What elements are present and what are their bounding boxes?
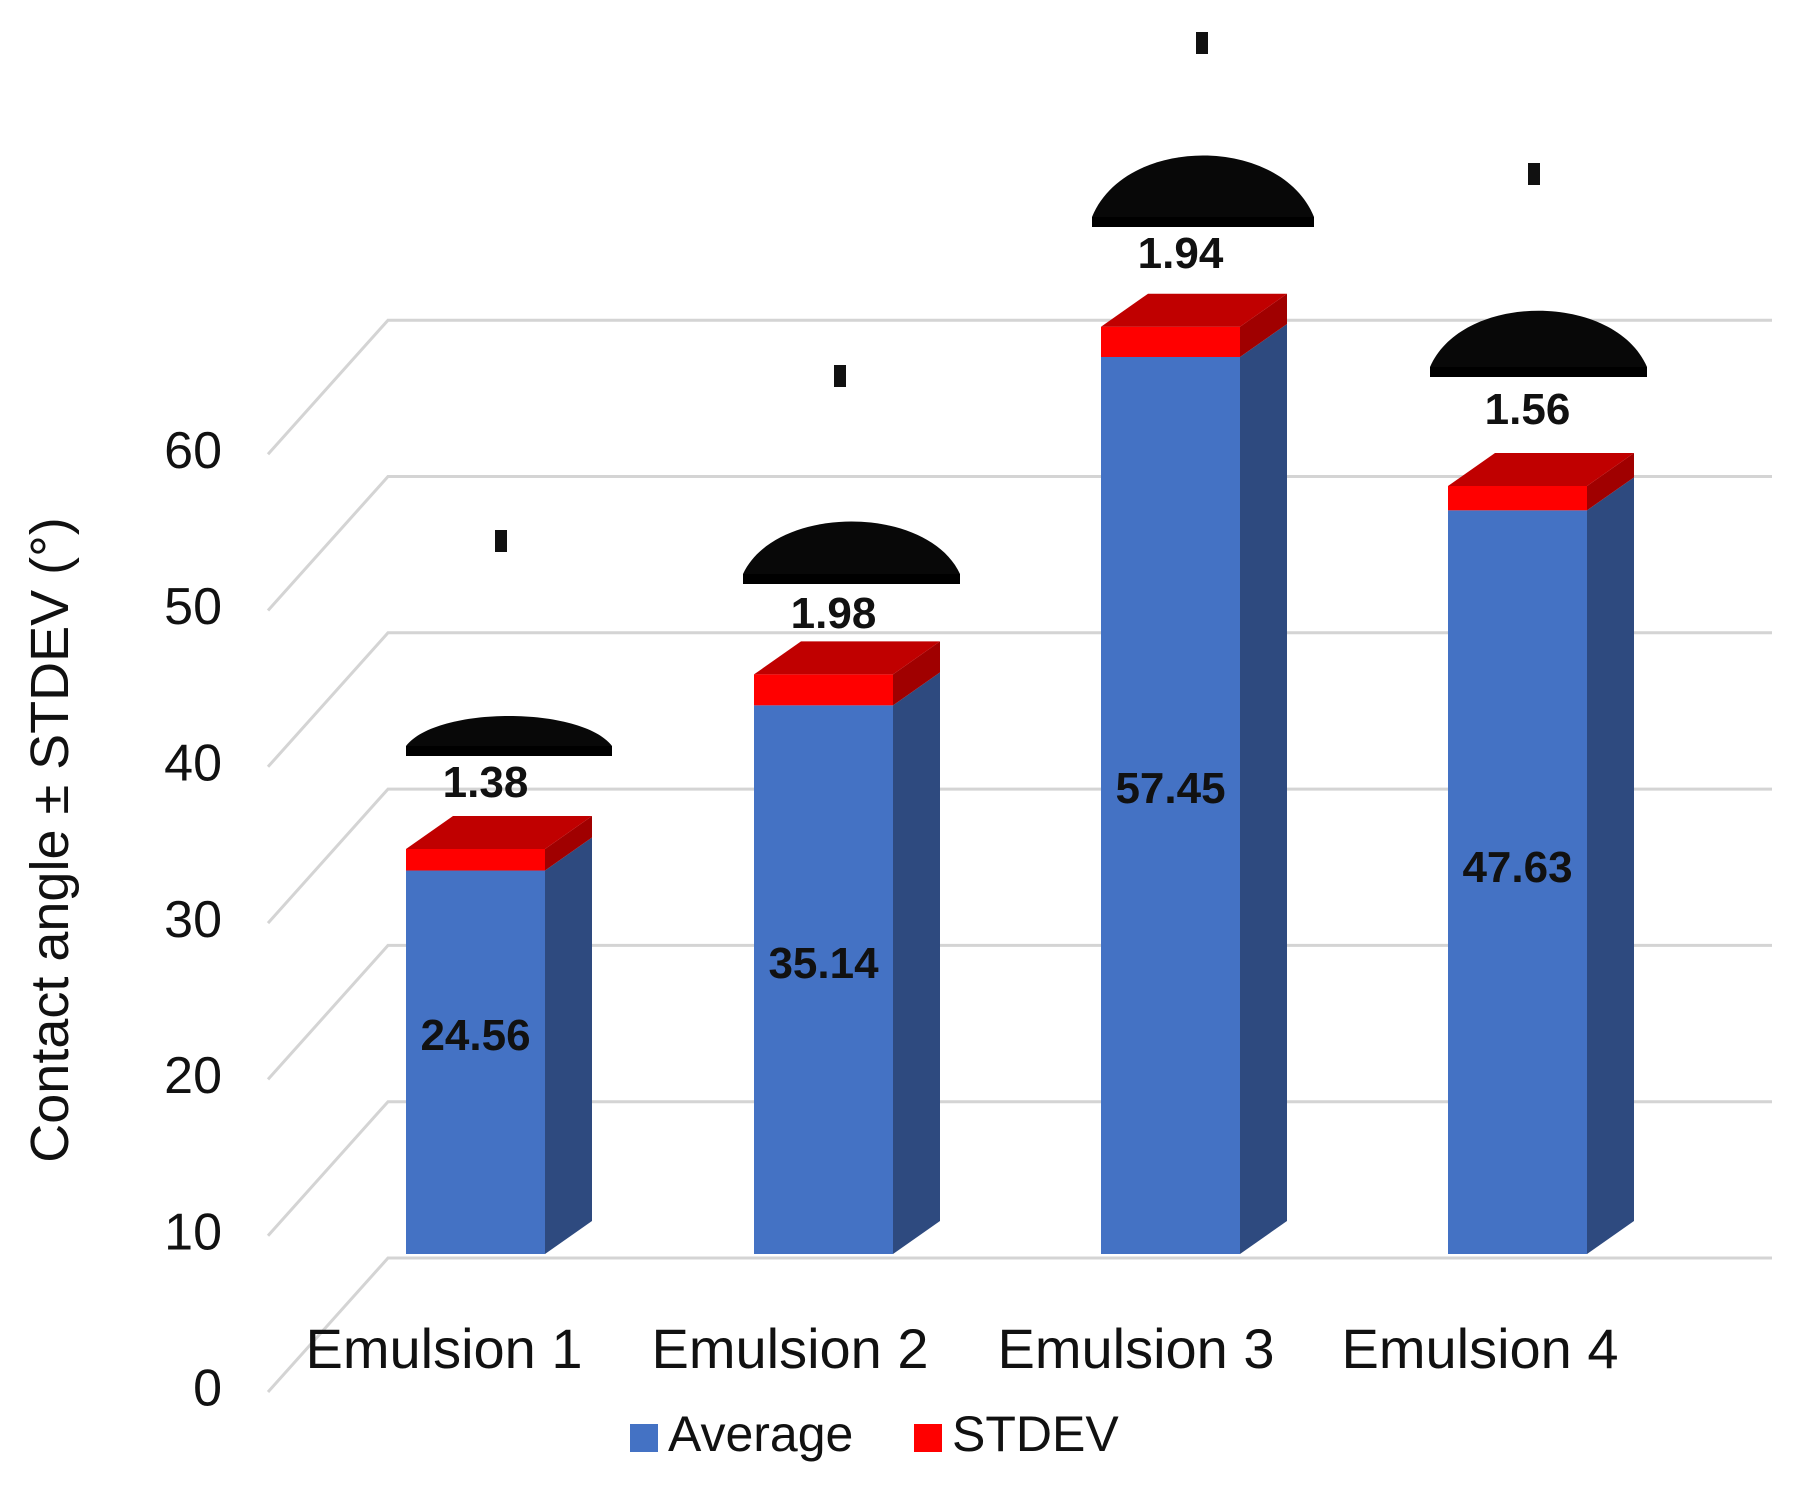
gridline-30 bbox=[266, 787, 1772, 925]
bar-stdev-3 bbox=[1101, 326, 1240, 357]
y-tick-60: 60 bbox=[164, 422, 222, 480]
bar-stdev-side-1 bbox=[545, 815, 592, 871]
droplet-image-1 bbox=[406, 530, 612, 756]
bar-stdev-top-1 bbox=[406, 815, 592, 849]
droplet-image-4 bbox=[1430, 163, 1647, 377]
gridline-10 bbox=[266, 1100, 1772, 1237]
data-label-average-1: 24.56 bbox=[420, 1011, 530, 1060]
data-label-average-3: 57.45 bbox=[1115, 764, 1225, 813]
bar-stdev-top-2 bbox=[754, 641, 940, 675]
bar-average-1 bbox=[406, 870, 545, 1254]
droplet-1 bbox=[406, 716, 612, 746]
bar-average-side-1 bbox=[545, 837, 592, 1254]
bar-stdev-top-3 bbox=[1101, 293, 1287, 327]
gridline-0 bbox=[266, 1256, 1772, 1394]
y-tick-30: 30 bbox=[164, 891, 222, 949]
bar-average-4 bbox=[1448, 510, 1587, 1254]
droplet-image-2 bbox=[743, 365, 960, 584]
bar-group-4 bbox=[1448, 452, 1634, 1254]
legend-label-average: Average bbox=[668, 1406, 853, 1462]
data-label-stdev-3: 1.94 bbox=[1138, 229, 1224, 278]
gridline-50 bbox=[266, 475, 1772, 612]
data-label-stdev-4: 1.56 bbox=[1485, 385, 1571, 434]
bar-group-3 bbox=[1101, 293, 1287, 1254]
x-tick-4: Emulsion 4 bbox=[1341, 1317, 1618, 1380]
bar-stdev-4 bbox=[1448, 485, 1587, 511]
bar-stdev-1 bbox=[406, 848, 545, 871]
y-tick-0: 0 bbox=[193, 1360, 222, 1418]
substrate-1 bbox=[406, 746, 612, 756]
gridline-60 bbox=[266, 318, 1772, 456]
substrate-4 bbox=[1430, 367, 1647, 377]
bar-average-3 bbox=[1101, 357, 1240, 1254]
legend-swatch-average bbox=[630, 1424, 658, 1452]
needle-tip-4 bbox=[1528, 163, 1540, 185]
data-labels: 24.56 35.14 57.45 47.63 1.38 1.98 1.94 1.56 bbox=[420, 229, 1572, 1060]
gridline-20 bbox=[266, 943, 1772, 1081]
bar-stdev-top-4 bbox=[1448, 452, 1634, 486]
substrate-3 bbox=[1092, 217, 1314, 227]
bar-average-side-4 bbox=[1587, 477, 1634, 1254]
bar-stdev-2 bbox=[754, 674, 893, 706]
x-axis-ticks: Emulsion 1 Emulsion 2 Emulsion 3 Emulsion 4 bbox=[305, 1317, 1618, 1380]
y-axis-title: Contact angle ± STDEV (°) bbox=[20, 517, 80, 1162]
bar-average-side-3 bbox=[1240, 324, 1287, 1254]
droplet-4 bbox=[1430, 310, 1647, 367]
gridlines bbox=[266, 318, 1772, 1394]
droplet-image-3 bbox=[1092, 32, 1314, 227]
x-tick-2: Emulsion 2 bbox=[651, 1317, 928, 1380]
bar-group-2 bbox=[754, 641, 940, 1254]
bars bbox=[406, 293, 1634, 1254]
bar-stdev-side-3 bbox=[1240, 293, 1287, 357]
data-label-stdev-2: 1.98 bbox=[791, 589, 877, 638]
gridline-40 bbox=[266, 631, 1772, 768]
legend-label-stdev: STDEV bbox=[952, 1406, 1119, 1462]
data-label-average-2: 35.14 bbox=[768, 939, 879, 988]
y-tick-50: 50 bbox=[164, 578, 222, 636]
needle-tip-1 bbox=[495, 530, 507, 552]
y-tick-20: 20 bbox=[164, 1047, 222, 1105]
y-tick-40: 40 bbox=[164, 735, 222, 793]
x-tick-3: Emulsion 3 bbox=[997, 1317, 1274, 1380]
x-tick-1: Emulsion 1 bbox=[305, 1317, 582, 1380]
substrate-2 bbox=[743, 574, 960, 584]
legend-swatch-stdev bbox=[914, 1424, 942, 1452]
data-label-average-4: 47.63 bbox=[1462, 843, 1572, 892]
y-axis-ticks: 0 10 20 30 40 50 60 bbox=[164, 422, 222, 1418]
bar-average-side-2 bbox=[893, 672, 940, 1254]
needle-tip-3 bbox=[1196, 32, 1208, 54]
bar-average-2 bbox=[754, 705, 893, 1254]
droplet-2 bbox=[743, 521, 960, 574]
needle-tip-2 bbox=[834, 365, 846, 387]
legend: Average STDEV bbox=[630, 1406, 1119, 1462]
bar-group-1 bbox=[406, 815, 592, 1254]
droplet-images bbox=[406, 32, 1647, 756]
droplet-3 bbox=[1092, 155, 1314, 217]
data-label-stdev-1: 1.38 bbox=[443, 758, 529, 807]
bar-stdev-side-4 bbox=[1587, 452, 1634, 511]
bar-stdev-side-2 bbox=[893, 641, 940, 706]
y-tick-10: 10 bbox=[164, 1203, 222, 1261]
